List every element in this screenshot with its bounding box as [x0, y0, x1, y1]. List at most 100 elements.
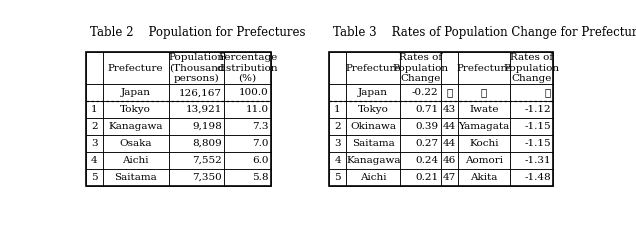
Text: Prefecture: Prefecture: [456, 64, 512, 73]
Text: 9,198: 9,198: [192, 122, 222, 131]
Bar: [511, 135, 553, 152]
Text: 7.3: 7.3: [252, 122, 268, 131]
Bar: [458, 118, 511, 135]
Bar: [169, 84, 225, 101]
Bar: [441, 152, 458, 169]
Text: 1: 1: [335, 105, 341, 114]
Text: Akita: Akita: [471, 173, 498, 182]
Text: ⋮: ⋮: [446, 88, 452, 97]
Text: 4: 4: [335, 156, 341, 165]
Text: 46: 46: [443, 156, 456, 165]
Bar: [329, 118, 346, 135]
Text: Population
(Thousand
persons): Population (Thousand persons): [169, 53, 225, 83]
Text: 43: 43: [443, 105, 456, 114]
Bar: [346, 135, 400, 152]
Bar: [458, 135, 511, 152]
Bar: [458, 152, 511, 169]
Text: -1.48: -1.48: [524, 173, 551, 182]
Bar: [329, 84, 346, 101]
Text: Percentage
distribution
(%): Percentage distribution (%): [217, 53, 279, 83]
Bar: [329, 101, 346, 118]
Bar: [511, 84, 553, 101]
Bar: [441, 169, 458, 186]
Bar: [86, 169, 103, 186]
Bar: [346, 152, 400, 169]
Bar: [169, 52, 225, 84]
Text: Japan: Japan: [358, 88, 388, 97]
Bar: [169, 169, 225, 186]
Text: ⋮: ⋮: [544, 88, 551, 97]
Bar: [329, 135, 346, 152]
Text: -1.15: -1.15: [524, 139, 551, 148]
Bar: [511, 52, 553, 84]
Text: 7,552: 7,552: [192, 156, 222, 165]
Text: Prefecture: Prefecture: [345, 64, 401, 73]
Bar: [346, 118, 400, 135]
Text: 1: 1: [91, 105, 97, 114]
Bar: [329, 52, 553, 186]
Text: Kanagawa: Kanagawa: [346, 156, 401, 165]
Bar: [458, 169, 511, 186]
Bar: [225, 101, 271, 118]
Bar: [511, 152, 553, 169]
Bar: [511, 118, 553, 135]
Bar: [86, 152, 103, 169]
Text: 100.0: 100.0: [239, 88, 268, 97]
Text: Tokyo: Tokyo: [120, 105, 151, 114]
Text: 6.0: 6.0: [252, 156, 268, 165]
Text: -1.31: -1.31: [524, 156, 551, 165]
Text: 7.0: 7.0: [252, 139, 268, 148]
Bar: [400, 152, 441, 169]
Bar: [225, 152, 271, 169]
Text: 0.21: 0.21: [415, 173, 438, 182]
Text: Prefecture: Prefecture: [108, 64, 163, 73]
Text: 44: 44: [443, 139, 456, 148]
Bar: [346, 84, 400, 101]
Bar: [441, 135, 458, 152]
Bar: [103, 101, 169, 118]
Text: Rates of
Population
Change: Rates of Population Change: [392, 53, 448, 83]
Bar: [400, 84, 441, 101]
Bar: [400, 101, 441, 118]
Text: Yamagata: Yamagata: [459, 122, 509, 131]
Text: Osaka: Osaka: [120, 139, 152, 148]
Bar: [511, 169, 553, 186]
Text: 47: 47: [443, 173, 456, 182]
Text: 0.27: 0.27: [415, 139, 438, 148]
Text: 0.39: 0.39: [415, 122, 438, 131]
Text: 11.0: 11.0: [245, 105, 268, 114]
Text: Japan: Japan: [121, 88, 151, 97]
Text: Saitama: Saitama: [352, 139, 394, 148]
Text: Table 2    Population for Prefectures: Table 2 Population for Prefectures: [90, 26, 305, 39]
Text: 5.8: 5.8: [252, 173, 268, 182]
Text: ⋮: ⋮: [481, 88, 487, 97]
Bar: [458, 52, 511, 84]
Text: 8,809: 8,809: [192, 139, 222, 148]
Bar: [103, 169, 169, 186]
Bar: [169, 135, 225, 152]
Bar: [400, 135, 441, 152]
Bar: [86, 52, 271, 186]
Bar: [86, 84, 103, 101]
Bar: [103, 52, 169, 84]
Text: Aomori: Aomori: [465, 156, 503, 165]
Bar: [103, 84, 169, 101]
Text: Saitama: Saitama: [114, 173, 157, 182]
Bar: [86, 118, 103, 135]
Text: 7,350: 7,350: [192, 173, 222, 182]
Text: -0.22: -0.22: [411, 88, 438, 97]
Text: 126,167: 126,167: [179, 88, 222, 97]
Bar: [441, 84, 458, 101]
Text: 3: 3: [91, 139, 97, 148]
Text: 13,921: 13,921: [186, 105, 222, 114]
Text: Table 3    Rates of Population Change for Prefectures: Table 3 Rates of Population Change for P…: [333, 26, 636, 39]
Bar: [329, 152, 346, 169]
Text: Aichi: Aichi: [360, 173, 387, 182]
Bar: [458, 101, 511, 118]
Text: 2: 2: [335, 122, 341, 131]
Text: Kanagawa: Kanagawa: [108, 122, 163, 131]
Bar: [458, 84, 511, 101]
Text: 0.24: 0.24: [415, 156, 438, 165]
Bar: [103, 135, 169, 152]
Bar: [346, 52, 400, 84]
